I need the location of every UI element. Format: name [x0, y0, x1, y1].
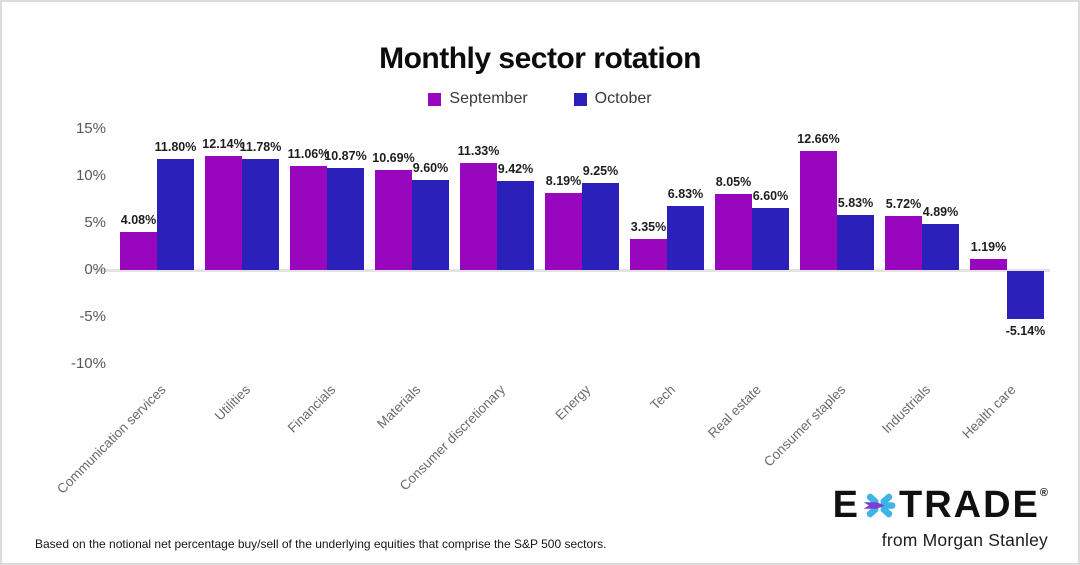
bar-value-label: 9.25% — [582, 164, 619, 179]
x-axis-category-label: Health care — [959, 382, 1019, 442]
bar-value-label: -5.14% — [1005, 324, 1046, 339]
legend-label-october: October — [594, 90, 652, 107]
y-axis-tick-label: 15% — [75, 120, 106, 137]
bar-september-financials — [290, 166, 327, 270]
x-axis-category-label: Utilities — [212, 382, 254, 424]
bar-value-label: 11.78% — [239, 140, 282, 155]
bar-september-tech — [630, 238, 667, 270]
bar-september-energy — [545, 193, 582, 270]
bar-value-label: 4.08% — [120, 212, 157, 227]
bar-september-real-estate — [715, 194, 752, 270]
bar-value-label: 11.06% — [287, 147, 330, 162]
x-axis-category-label: Industrials — [879, 382, 934, 437]
bar-value-label: 11.80% — [154, 140, 197, 155]
logo-tagline: from Morgan Stanley — [881, 530, 1048, 550]
y-axis-tick-label: 0% — [84, 261, 106, 278]
bar-september-industrials — [885, 216, 922, 270]
bar-value-label: 10.69% — [372, 150, 415, 165]
bar-value-label: 8.19% — [545, 174, 582, 188]
legend-label-september: September — [449, 90, 528, 107]
etrade-asterisk-icon — [863, 493, 896, 517]
footnote-text: Based on the notional net percentage buy… — [35, 537, 607, 551]
x-axis-category-label: Communication services — [54, 382, 169, 497]
bar-september-materials — [375, 169, 412, 270]
x-axis-category-label: Tech — [647, 382, 679, 413]
bar-value-label: 4.89% — [922, 205, 959, 220]
bar-value-label: 5.72% — [885, 197, 922, 212]
x-axis-category-label: Energy — [552, 382, 594, 423]
bar-october-energy — [582, 183, 619, 270]
x-axis-category-label: Real estate — [704, 382, 764, 441]
bar-september-health-care — [970, 258, 1007, 270]
bar-value-label: 1.19% — [970, 239, 1007, 254]
bar-value-label: 8.05% — [715, 175, 752, 190]
bar-october-materials — [412, 179, 449, 270]
y-axis-tick-label: -10% — [70, 355, 106, 372]
x-axis-category-label: Financials — [285, 382, 339, 436]
bar-value-label: 10.87% — [324, 148, 367, 163]
bar-september-consumer-discretionary — [460, 163, 497, 270]
bar-value-label: 12.66% — [797, 131, 840, 146]
bar-value-label: 5.83% — [837, 196, 874, 211]
etrade-letter-e: E — [832, 484, 860, 526]
bar-value-label: 9.60% — [412, 160, 449, 175]
bar-value-label: 6.83% — [667, 186, 704, 201]
bar-value-label: 9.42% — [497, 162, 534, 177]
bar-value-label: 12.14% — [202, 136, 245, 151]
october-swatch-icon — [573, 92, 587, 106]
bar-october-real-estate — [752, 207, 789, 270]
september-swatch-icon — [428, 92, 442, 106]
legend-item-september: September — [428, 90, 528, 108]
bar-value-label: 6.60% — [752, 188, 789, 203]
zero-axis-line — [94, 269, 1050, 272]
bar-september-utilities — [205, 155, 242, 270]
bar-october-health-care — [1007, 271, 1044, 320]
bar-value-label: 11.33% — [457, 144, 500, 159]
legend-item-october: October — [573, 90, 652, 108]
etrade-wordmark: E TRADE ® — [833, 486, 1048, 524]
bar-october-communication-services — [157, 159, 194, 270]
bar-value-label: 3.35% — [630, 219, 667, 234]
bar-october-utilities — [242, 159, 279, 270]
etrade-letters-trade: TRADE — [899, 484, 1040, 526]
y-axis-tick-label: 5% — [84, 214, 106, 231]
chart-legend: September October — [2, 90, 1078, 108]
bar-october-consumer-discretionary — [497, 181, 534, 270]
chart-title: Monthly sector rotation — [379, 42, 701, 75]
bar-october-financials — [327, 167, 364, 270]
bar-october-tech — [667, 205, 704, 270]
x-axis-category-label: Consumer staples — [761, 382, 849, 470]
bar-october-consumer-staples — [837, 215, 874, 270]
bar-september-communication-services — [120, 231, 157, 270]
y-axis-tick-label: 10% — [75, 167, 106, 184]
x-axis-category-label: Materials — [374, 382, 424, 432]
bar-october-industrials — [922, 224, 959, 270]
brand-logo: E TRADE ® from Morgan Stanley — [833, 486, 1048, 551]
registered-mark: ® — [1039, 487, 1048, 499]
bar-september-consumer-staples — [800, 150, 837, 270]
y-axis-tick-label: -5% — [79, 308, 106, 325]
